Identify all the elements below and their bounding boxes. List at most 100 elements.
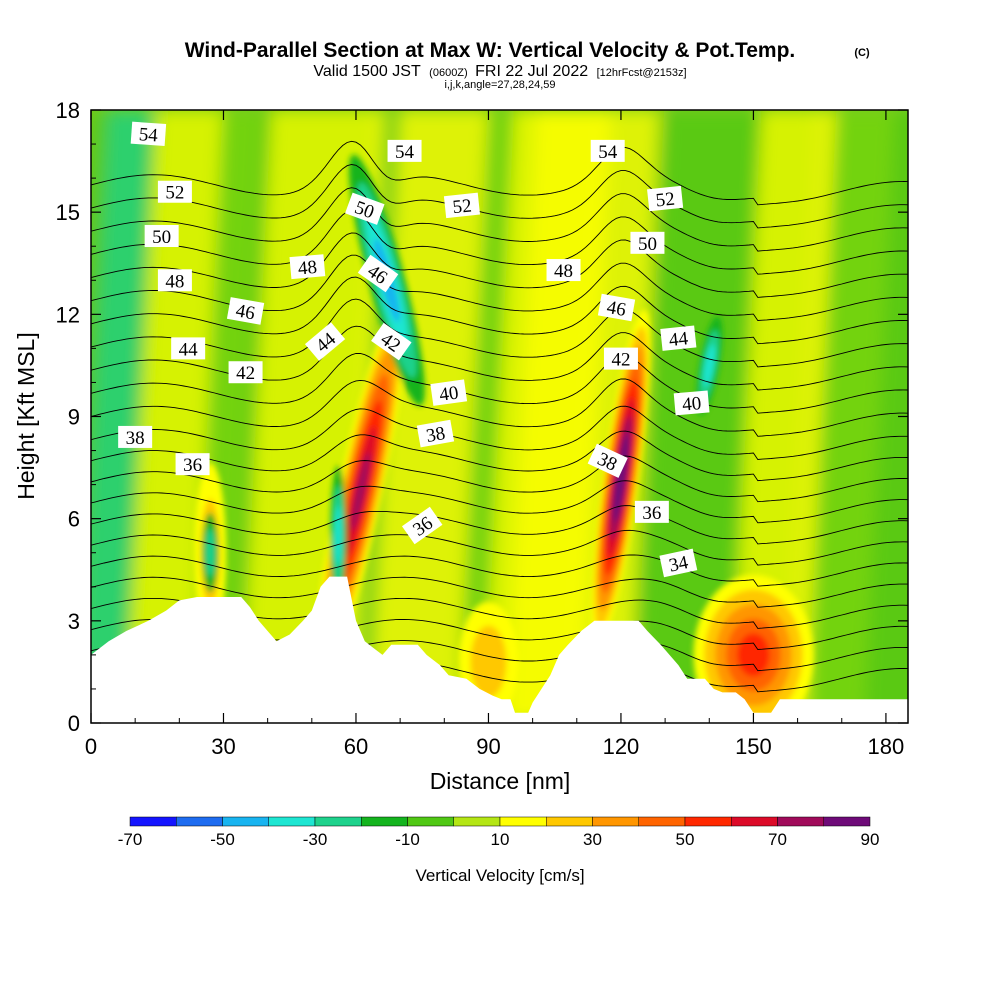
colorbar-swatch <box>592 816 639 827</box>
contour-label: 34 <box>659 548 698 578</box>
downdraft-cell <box>703 344 715 387</box>
contour-label: 36 <box>175 453 210 476</box>
colorbar-tick-label: 90 <box>861 830 880 849</box>
contour-label-box <box>226 297 265 325</box>
chart-subtitle: Valid 1500 JST (0600Z) FRI 22 Jul 2022 [… <box>313 63 686 80</box>
colorbar-swatch <box>268 816 316 827</box>
theta-contour <box>91 576 908 608</box>
contour-label: 52 <box>443 192 481 218</box>
contour-label: 36 <box>634 500 669 524</box>
contour-label: 50 <box>345 192 385 225</box>
y-tick-label: 18 <box>56 98 80 123</box>
contour-label-box <box>590 139 625 162</box>
contour-label-box <box>430 379 468 406</box>
theta-contour <box>91 254 908 321</box>
colorbar-tick-label: -50 <box>210 830 235 849</box>
contour-label: 38 <box>416 419 455 448</box>
contour-label: 48 <box>289 254 326 280</box>
contour-label-box <box>157 180 192 203</box>
y-tick-label: 6 <box>68 507 80 532</box>
contour-label: 38 <box>587 443 628 478</box>
contour-label: 54 <box>590 139 625 163</box>
theta-contour <box>91 276 908 345</box>
contour-label: 54 <box>387 139 422 163</box>
colorbar-tick-label: 50 <box>676 830 695 849</box>
contour-label-box <box>387 139 422 162</box>
theta-contour <box>91 529 908 566</box>
theta-contour <box>91 232 908 298</box>
contour-label: 40 <box>430 379 468 406</box>
theta-contour <box>91 554 908 587</box>
theta-contour <box>91 210 908 275</box>
colorbar-swatch <box>638 816 686 827</box>
contour-label: 40 <box>673 390 710 416</box>
contour-label: 54 <box>130 121 167 147</box>
contour-label-box <box>587 443 628 478</box>
theta-contour <box>91 405 908 460</box>
x-axis: 0 30 60 90 120 150 180 <box>85 110 904 759</box>
x-tick-label: 120 <box>603 734 640 759</box>
y-tick-label: 3 <box>68 609 80 634</box>
colorbar-swatch <box>176 816 223 827</box>
theta-contour <box>91 455 908 503</box>
contour-label-box <box>304 322 346 361</box>
theta-contour <box>91 187 908 252</box>
colorbar-tick-label: 30 <box>583 830 602 849</box>
contour-label-text: 48 <box>554 261 573 282</box>
y-tick-label: 0 <box>68 711 80 736</box>
contour-label: 46 <box>226 297 265 325</box>
theta-contour <box>91 378 908 437</box>
colorbar-tick-label: 70 <box>768 830 787 849</box>
chart-title: Wind-Parallel Section at Max W: Vertical… <box>185 39 796 62</box>
colorbar-title: Vertical Velocity [cm/s] <box>415 866 584 885</box>
contour-label: 42 <box>603 347 638 371</box>
contour-label-box <box>144 225 179 248</box>
theta-contour <box>91 480 908 524</box>
contour-label-text: 36 <box>642 503 661 524</box>
contour-label-box <box>673 390 710 416</box>
theta-contour <box>91 505 908 545</box>
theta-contour <box>91 298 908 368</box>
colorbar-swatch <box>546 816 593 827</box>
velocity-cells <box>194 154 814 723</box>
colorbar-swatch <box>453 816 501 827</box>
contour-label-text: 52 <box>165 183 184 204</box>
contour-label-box <box>130 121 167 146</box>
colorbar-swatch <box>314 816 362 827</box>
contour-label-text: 52 <box>452 195 473 218</box>
contour-label-box <box>659 548 698 578</box>
contour-label-text: 42 <box>611 350 630 371</box>
contour-label-text: 46 <box>605 297 627 321</box>
x-tick-label: 60 <box>344 734 368 759</box>
contour-label-box <box>634 500 669 523</box>
contour-label-text: 50 <box>638 234 657 255</box>
contour-label-text: 48 <box>297 257 318 280</box>
colorbar-swatch <box>407 816 454 827</box>
chart-indices: i,j,k,angle=27,28,24,59 <box>444 79 555 91</box>
contour-label-box <box>647 185 684 212</box>
colorbar-swatch <box>684 816 732 827</box>
downdraft-cell <box>205 528 216 577</box>
downdraft-cell <box>334 505 342 566</box>
contour-label-text: 38 <box>425 423 447 447</box>
contour-label-box <box>416 419 455 448</box>
contour-label-text: 34 <box>667 552 690 577</box>
copyright-mark: (C) <box>854 47 870 59</box>
theta-contour <box>91 164 908 229</box>
y-tick-label: 15 <box>56 200 80 225</box>
contour-label-box <box>597 293 636 322</box>
theta-contour <box>91 353 908 414</box>
contour-label: 44 <box>660 325 697 351</box>
contour-label-text: 44 <box>668 328 690 351</box>
theta-contour <box>91 325 908 391</box>
contour-label: 50 <box>630 231 665 255</box>
contour-label-text: 54 <box>395 142 415 163</box>
contour-label: 52 <box>157 180 192 204</box>
updraft-cell <box>351 452 370 531</box>
colorbar-swatch <box>361 816 408 827</box>
contour-label: 50 <box>144 225 179 248</box>
contour-label-text: 48 <box>165 271 184 292</box>
x-tick-label: 0 <box>85 734 97 759</box>
contour-label: 42 <box>228 361 263 384</box>
contour-label-text: 52 <box>655 189 676 212</box>
